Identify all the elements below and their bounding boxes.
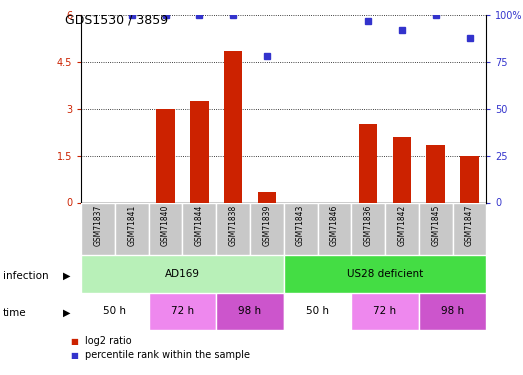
Text: AD169: AD169 [165,269,200,279]
Bar [460,156,479,203]
Text: GSM71845: GSM71845 [431,205,440,246]
Text: GSM71840: GSM71840 [161,205,170,246]
Text: percentile rank within the sample: percentile rank within the sample [85,351,250,360]
Bar [216,202,250,255]
Text: GSM71841: GSM71841 [127,205,136,246]
Text: ▶: ▶ [63,271,71,280]
Bar [81,202,115,255]
Text: ■: ■ [71,337,78,346]
Bar [452,202,486,255]
Bar [393,137,411,202]
Text: ▶: ▶ [63,308,71,318]
Bar [283,255,486,292]
Text: log2 ratio: log2 ratio [85,336,132,346]
Bar [216,292,283,330]
Bar [385,202,419,255]
Text: GSM71842: GSM71842 [397,205,406,246]
Bar [351,292,419,330]
Bar [250,202,283,255]
Bar [359,124,378,202]
Text: ■: ■ [71,351,78,360]
Text: time: time [3,308,26,318]
Text: infection: infection [3,271,48,280]
Bar [190,101,209,202]
Text: GSM71843: GSM71843 [296,205,305,246]
Bar [149,202,183,255]
Text: GSM71836: GSM71836 [363,205,373,246]
Text: 98 h: 98 h [238,306,262,316]
Bar [149,292,216,330]
Text: GSM71839: GSM71839 [263,205,271,246]
Bar [224,51,242,202]
Bar [283,202,317,255]
Text: 50 h: 50 h [104,306,127,316]
Text: GSM71837: GSM71837 [94,205,103,246]
Bar [419,202,452,255]
Text: GSM71844: GSM71844 [195,205,204,246]
Text: 98 h: 98 h [441,306,464,316]
Text: 50 h: 50 h [306,306,329,316]
Text: 72 h: 72 h [373,306,396,316]
Bar [81,292,149,330]
Bar [419,292,486,330]
Text: 72 h: 72 h [171,306,194,316]
Text: GSM71847: GSM71847 [465,205,474,246]
Bar [317,202,351,255]
Text: GSM71846: GSM71846 [330,205,339,246]
Bar [426,145,445,202]
Bar [156,109,175,202]
Bar [283,292,351,330]
Bar [257,192,276,202]
Bar [115,202,149,255]
Bar [183,202,216,255]
Text: GDS1530 / 3859: GDS1530 / 3859 [65,13,168,26]
Text: GSM71838: GSM71838 [229,205,237,246]
Bar [351,202,385,255]
Text: US28 deficient: US28 deficient [347,269,423,279]
Bar [81,255,283,292]
